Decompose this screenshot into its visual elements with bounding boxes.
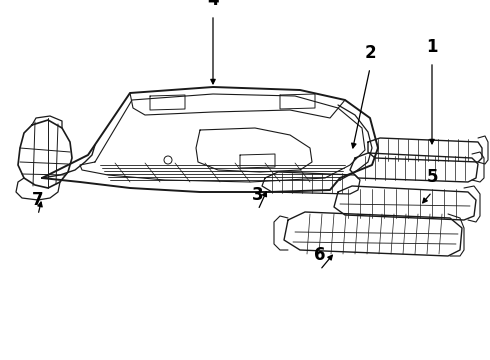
Text: 1: 1 <box>426 38 438 56</box>
Text: 7: 7 <box>32 191 44 209</box>
Text: 4: 4 <box>207 0 219 9</box>
Text: 2: 2 <box>364 44 376 62</box>
Text: 5: 5 <box>426 168 438 186</box>
Text: 3: 3 <box>252 186 264 204</box>
Text: 6: 6 <box>314 246 326 264</box>
